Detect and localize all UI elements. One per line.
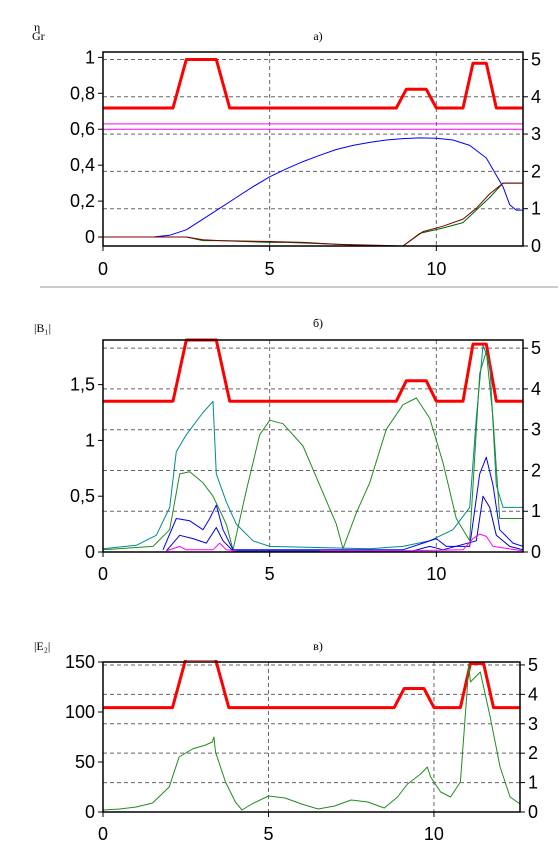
- panel-1-ytick-label: 0,6: [70, 119, 95, 139]
- panel-2-ylabel: |B₁|: [34, 321, 51, 335]
- panel-3-y2tick-label: 2: [528, 743, 538, 763]
- panel-1-y2tick-label: 4: [531, 87, 541, 107]
- panel-2-y2tick-label: 4: [531, 379, 541, 399]
- panel-1-y2tick-label: 0: [531, 236, 541, 256]
- panel-3-ytick-label: 100: [65, 702, 95, 722]
- panel-1-series-1: [103, 58, 523, 110]
- panel-1-series-4: [103, 137, 523, 238]
- panel-1-y2tick-label: 1: [531, 199, 541, 219]
- panel-2-series-2: [103, 345, 523, 550]
- panel-2-y2tick-label: 2: [531, 460, 541, 480]
- panel-1-y2tick-label: 2: [531, 161, 541, 181]
- panel-2-xtick-label: 10: [426, 564, 446, 584]
- panel-3-ytick-label: 50: [75, 752, 95, 772]
- panel-2-y2tick-label: 0: [531, 542, 541, 562]
- panel-3-series-1: [103, 660, 520, 710]
- panel-2-ytick-label: 0: [85, 542, 95, 562]
- panel-2: 0 0,5 1 1,5 0 1 2 3 4 5 0 5 10 б) |B₁|: [34, 316, 541, 584]
- panel-2-ytick-label: 1,5: [70, 375, 95, 395]
- panel-1-ytick-label: 1: [85, 47, 95, 67]
- panel-2-frame: [102, 339, 524, 553]
- panel-3-y2tick-label: 4: [528, 684, 538, 704]
- panel-2-series-3: [103, 350, 523, 551]
- panel-1-frame: [102, 51, 524, 247]
- panel-1-ytick-label: 0: [85, 227, 95, 247]
- panel-1-title: а): [313, 29, 322, 43]
- panel-2-xtick-label: 0: [98, 564, 108, 584]
- panel-1-ytick-label: 0,8: [70, 83, 95, 103]
- panel-3-ytick-label: 0: [85, 802, 95, 822]
- panel-2-series-4: [162, 456, 523, 551]
- panel-3-ylabel: |E₂|: [34, 639, 50, 653]
- panel-2-y2tick-label: 1: [531, 501, 541, 521]
- panel-3-title: в): [313, 639, 323, 653]
- panel-1-series-6: [103, 182, 523, 247]
- panel-1-ylabel-super: η: [34, 20, 40, 34]
- panel-3-y2tick-label: 3: [528, 714, 538, 734]
- panel-1-ytick-label: 0,2: [70, 191, 95, 211]
- panel-3-series-2: [103, 663, 520, 811]
- panel-1-xtick-label: 10: [426, 259, 446, 279]
- panel-3-y2tick-label: 5: [528, 655, 538, 675]
- panel-1-ytick-label: 0,4: [70, 155, 95, 175]
- panel-2-series-6: [319, 533, 523, 552]
- panel-2-xtick-label: 5: [265, 564, 275, 584]
- panel-3-frame: [102, 661, 521, 813]
- panel-2-series-1: [103, 338, 523, 403]
- panel-3-xtick-label: 10: [424, 824, 444, 844]
- panel-1-xtick-label: 0: [98, 259, 108, 279]
- panel-3-y2tick-label: 1: [528, 773, 538, 793]
- panel-2-series-5: [165, 495, 523, 552]
- panel-2-y2tick-label: 3: [531, 420, 541, 440]
- panel-3-y2tick-label: 0: [528, 802, 538, 822]
- panel-3-xtick-label: 0: [98, 824, 108, 844]
- panel-1-xtick-label: 5: [265, 259, 275, 279]
- panel-1-y2tick-label: 5: [531, 49, 541, 69]
- panel-2-ytick-label: 0,5: [70, 486, 95, 506]
- panel-2-title: б): [313, 316, 323, 330]
- panel-1-ylabel: Gr: [32, 29, 45, 43]
- panel-3-xtick-label: 5: [263, 824, 273, 844]
- panel-1-y2tick-label: 3: [531, 124, 541, 144]
- panel-2-ytick-label: 1: [85, 430, 95, 450]
- panel-2-y2tick-label: 5: [531, 338, 541, 358]
- panel-2-series-7: [166, 542, 237, 552]
- panel-3-ytick-label: 150: [65, 652, 95, 672]
